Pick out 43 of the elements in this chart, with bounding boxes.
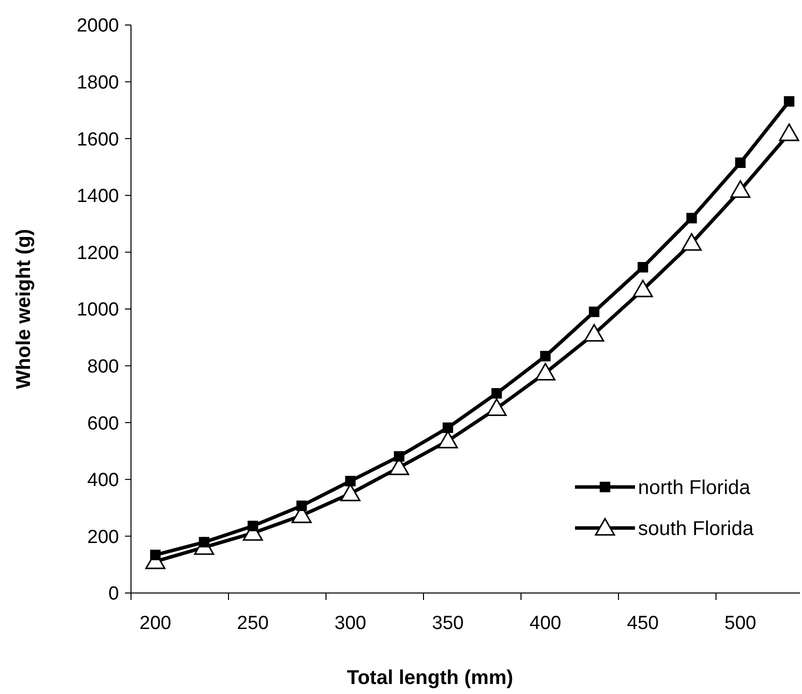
point — [394, 451, 404, 462]
point — [779, 123, 800, 142]
legend-label: north Florida — [638, 477, 752, 499]
y-tick-label: 1800 — [76, 72, 119, 94]
point — [730, 180, 750, 198]
point — [248, 520, 258, 532]
x-tick-label: 350 — [432, 613, 464, 634]
y-tick-label: 2000 — [76, 16, 119, 37]
y-tick-label: 200 — [87, 526, 119, 548]
point — [296, 500, 307, 512]
y-tick-label: 1600 — [76, 129, 119, 150]
point — [686, 212, 697, 224]
y-axis-title: Whole weight (g) — [13, 229, 35, 389]
y-tick-label: 800 — [87, 356, 119, 378]
point — [535, 362, 556, 381]
x-tick-label: 200 — [140, 613, 172, 634]
y-tick-label: 1200 — [76, 242, 119, 264]
x-tick-label: 400 — [530, 613, 562, 634]
x-tick-label: 450 — [627, 613, 659, 634]
y-tick-label: 0 — [108, 584, 119, 605]
y-tick-label: 1000 — [76, 300, 119, 321]
point — [784, 96, 794, 107]
point — [438, 430, 458, 448]
point — [638, 262, 648, 272]
point — [150, 550, 161, 560]
y-tick-label: 400 — [87, 470, 119, 492]
point — [491, 388, 502, 399]
x-tick-label: 300 — [334, 613, 366, 634]
point — [632, 280, 653, 298]
point — [735, 157, 746, 168]
x-tick-label: 500 — [724, 613, 756, 634]
y-tick-label: 1400 — [76, 186, 119, 208]
legend-label: south Florida — [638, 518, 754, 540]
point — [588, 306, 600, 318]
point — [486, 398, 507, 416]
x-axis-title: Total length (mm) — [346, 667, 514, 689]
point — [442, 422, 454, 433]
x-tick-label: 250 — [237, 613, 269, 634]
point — [682, 233, 702, 251]
point — [584, 324, 604, 342]
point — [540, 350, 551, 362]
y-tick-label: 600 — [87, 413, 119, 434]
point — [345, 476, 356, 486]
